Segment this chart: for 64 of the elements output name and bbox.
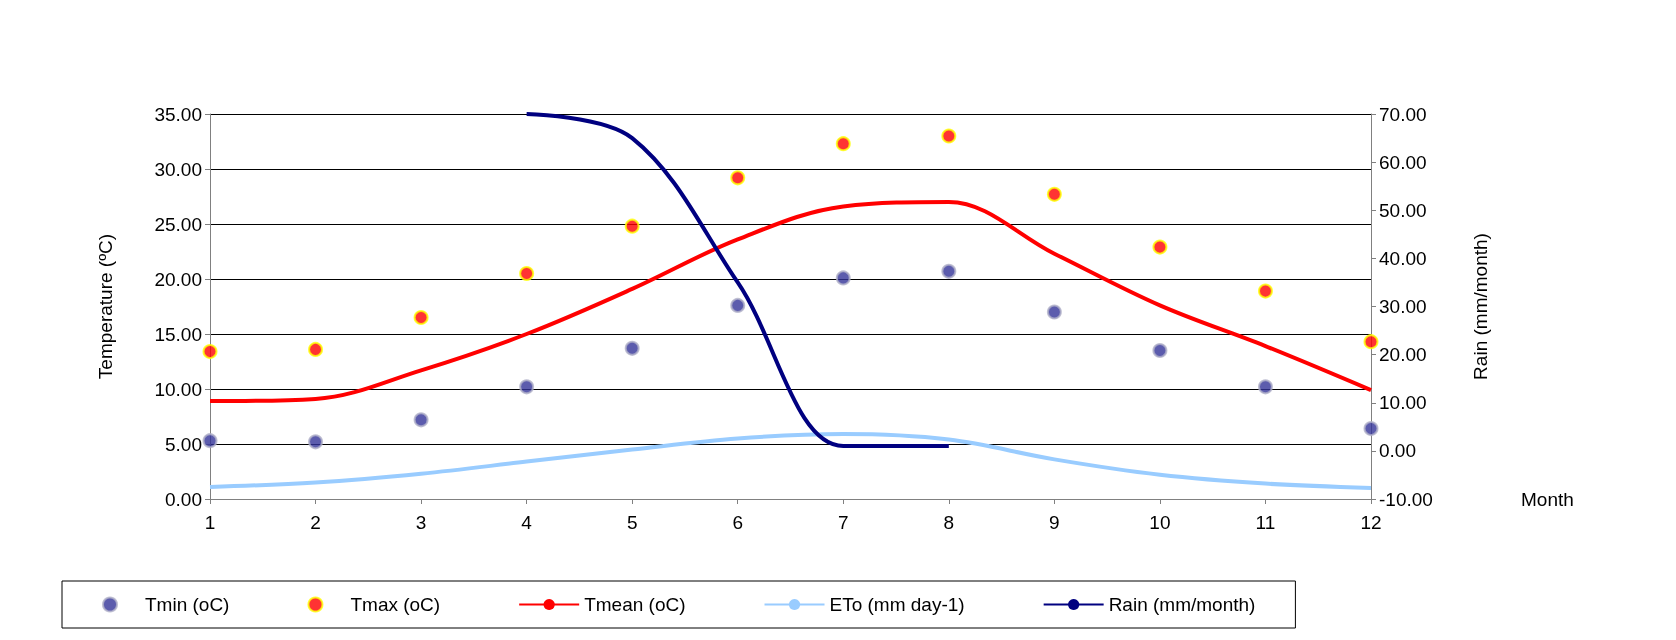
y-tick-label: 20.00 bbox=[154, 268, 202, 290]
legend-label: ETo (mm day-1) bbox=[829, 594, 965, 615]
y2-tick-label: 10.00 bbox=[1379, 392, 1427, 414]
point bbox=[624, 218, 640, 234]
y2-tick-label: 70.00 bbox=[1379, 103, 1427, 125]
point bbox=[624, 340, 640, 356]
legend-label: Tmean (oC) bbox=[584, 594, 686, 615]
line-series bbox=[524, 112, 951, 449]
y2-tick-label: 40.00 bbox=[1379, 247, 1427, 269]
point bbox=[835, 136, 851, 152]
y2-tick-label: 50.00 bbox=[1379, 199, 1427, 221]
y-tick-label: 25.00 bbox=[154, 213, 202, 235]
point bbox=[308, 341, 324, 357]
point bbox=[413, 412, 429, 428]
legend-label: Tmax (oC) bbox=[350, 594, 441, 615]
point bbox=[1257, 283, 1273, 299]
y-tick-label: 10.00 bbox=[154, 378, 202, 400]
point bbox=[1363, 421, 1379, 437]
line-series bbox=[208, 200, 1373, 404]
x-tick-label: 6 bbox=[732, 512, 744, 533]
y-tick-label: 0.00 bbox=[165, 488, 202, 510]
point bbox=[1152, 343, 1168, 358]
point bbox=[1257, 379, 1273, 395]
x-tick-label: 3 bbox=[415, 512, 427, 533]
x-tick-label: 11 bbox=[1255, 512, 1276, 533]
x-tick-label: 5 bbox=[626, 512, 638, 533]
point bbox=[519, 266, 535, 281]
x-axis-title: Month bbox=[1521, 488, 1574, 510]
point bbox=[202, 433, 218, 449]
x-tick-label: 4 bbox=[521, 512, 533, 533]
point bbox=[1046, 186, 1062, 202]
legend-label: Tmin (oC) bbox=[145, 594, 230, 615]
y2-tick-label: 20.00 bbox=[1379, 344, 1427, 366]
point bbox=[1152, 239, 1168, 255]
y2-tick-label: 0.00 bbox=[1379, 440, 1416, 462]
point bbox=[730, 297, 746, 313]
x-tick-label: 9 bbox=[1049, 512, 1060, 533]
point bbox=[308, 434, 324, 450]
x-tick-label: 1 bbox=[204, 512, 216, 533]
x-tick-label: 7 bbox=[837, 512, 849, 533]
line-series bbox=[208, 432, 1373, 490]
point bbox=[1363, 334, 1379, 350]
x-tick-label: 10 bbox=[1149, 512, 1171, 533]
point bbox=[730, 170, 746, 186]
legend-label: Rain (mm/month) bbox=[1108, 594, 1256, 615]
x-tick-label: 12 bbox=[1360, 512, 1382, 533]
y-tick-label: 5.00 bbox=[165, 433, 202, 455]
point bbox=[1046, 304, 1062, 320]
y2-tick-label: 60.00 bbox=[1379, 151, 1427, 173]
x-tick-label: 2 bbox=[310, 512, 321, 533]
point bbox=[835, 270, 851, 286]
point bbox=[941, 263, 957, 279]
point bbox=[941, 128, 957, 144]
point bbox=[202, 344, 218, 360]
y2-axis-title: Rain (mm/month) bbox=[1470, 233, 1491, 380]
y-tick-label: 30.00 bbox=[154, 158, 202, 180]
x-tick-label: 8 bbox=[943, 512, 955, 533]
y-axis-title: Temperature (ºC) bbox=[95, 233, 116, 380]
y-tick-label: 15.00 bbox=[154, 323, 202, 345]
y2-tick-label: 30.00 bbox=[1379, 296, 1427, 317]
y-tick-label: 35.00 bbox=[154, 103, 202, 125]
point bbox=[519, 379, 535, 395]
point bbox=[413, 310, 429, 325]
y2-tick-label: -10.00 bbox=[1379, 488, 1433, 510]
